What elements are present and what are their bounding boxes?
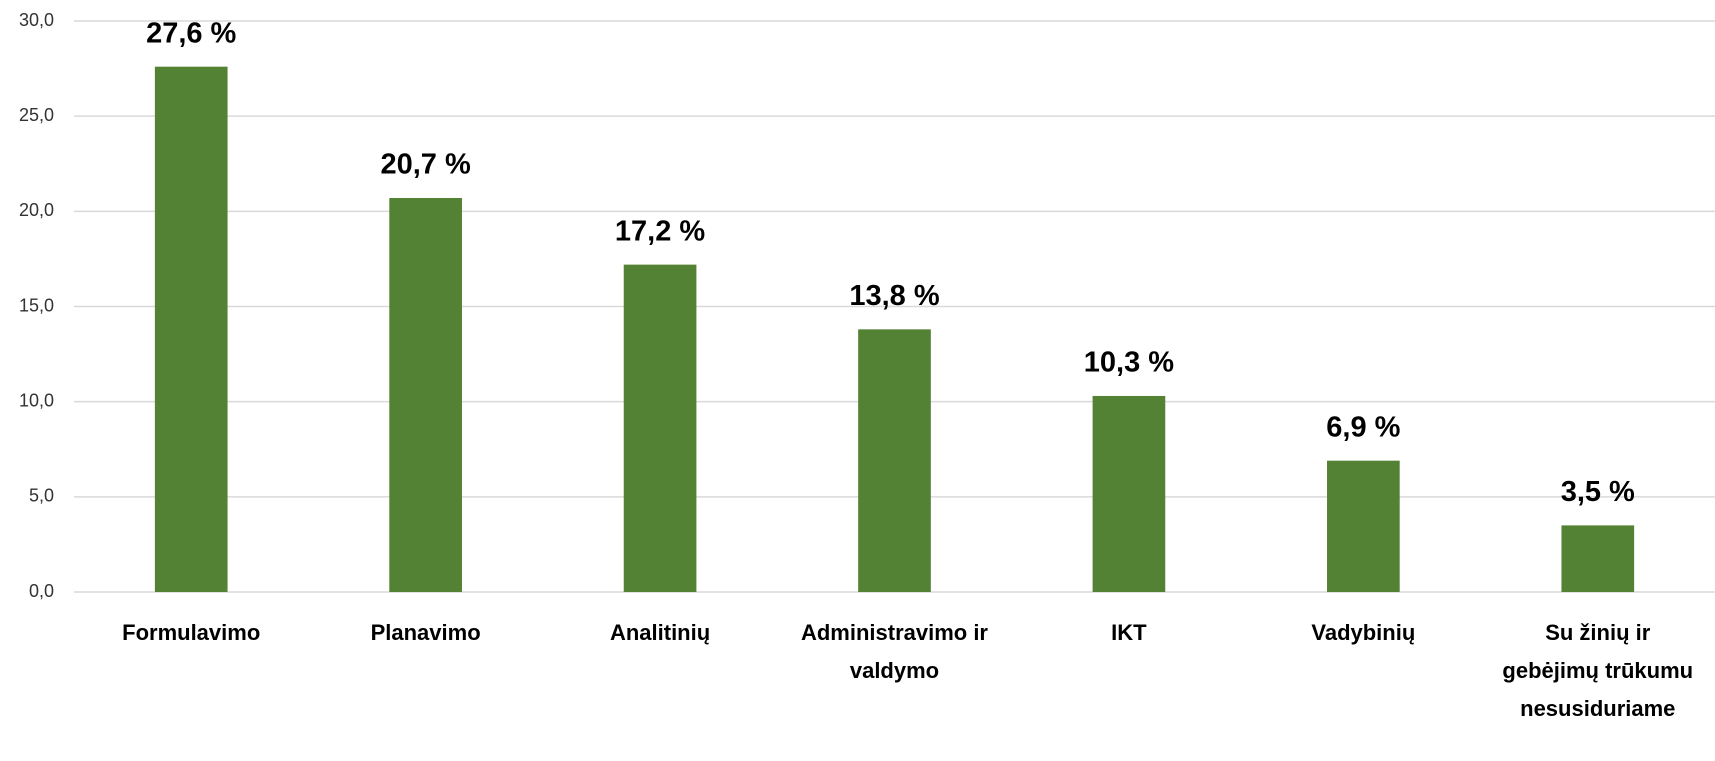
value-label: 3,5 % — [1561, 476, 1635, 508]
value-label: 20,7 % — [380, 149, 470, 181]
bar — [858, 329, 931, 592]
value-label: 27,6 % — [146, 17, 236, 49]
x-tick-label: Administravimo ir valdymo — [800, 620, 988, 683]
bar — [623, 264, 697, 592]
bar — [1092, 395, 1166, 592]
bar — [154, 66, 228, 593]
y-tick-label: 0,0 — [29, 581, 54, 601]
y-tick-label: 10,0 — [19, 390, 54, 410]
x-tick-label: Vadybinių — [1311, 620, 1416, 645]
value-label: 6,9 % — [1326, 411, 1400, 443]
value-label: 17,2 % — [615, 215, 705, 247]
x-tick-label: Su žinių ir gebėjimų trūkumu nesusiduria… — [1502, 620, 1694, 721]
y-tick-label: 25,0 — [19, 105, 54, 125]
y-tick-label: 15,0 — [19, 295, 54, 315]
y-tick-label: 20,0 — [19, 200, 54, 220]
x-tick-label: Analitinių — [609, 620, 711, 645]
y-tick-label: 30,0 — [19, 10, 54, 30]
value-label: 13,8 % — [849, 280, 939, 312]
x-tick-label: Formulavimo — [122, 620, 261, 645]
y-tick-label: 5,0 — [29, 486, 54, 506]
x-tick-label: IKT — [1111, 620, 1147, 645]
bar — [1327, 460, 1400, 592]
value-label: 10,3 % — [1084, 347, 1174, 379]
bar — [389, 198, 462, 592]
x-tick-label: Planavimo — [370, 620, 481, 645]
bar — [1561, 525, 1635, 592]
